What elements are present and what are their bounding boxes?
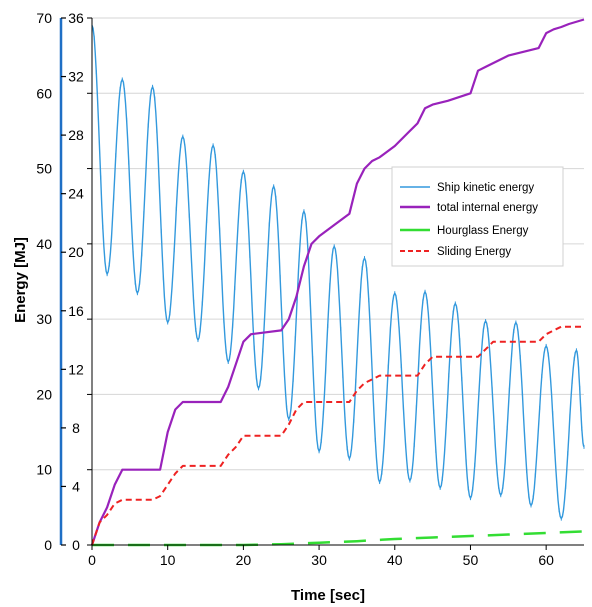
x-tick-label-10: 10: [160, 552, 176, 568]
legend: Ship kinetic energy total internal energ…: [391, 166, 564, 267]
legend-label-ship-kinetic: Ship kinetic energy: [437, 182, 534, 194]
y2-tick-label-28: 28: [68, 127, 84, 143]
legend-item-sliding: Sliding Energy: [400, 246, 511, 258]
axes-layer: [59, 18, 584, 546]
series-markers-ship-kinetic-energy: [91, 23, 585, 521]
legend-box: [391, 166, 564, 267]
legend-item-ship-kinetic: Ship kinetic energy: [400, 182, 534, 194]
x-tick-label-0: 0: [88, 552, 96, 568]
x-tick-label-30: 30: [311, 552, 327, 568]
y2-tick-label-12: 12: [68, 361, 84, 377]
y2-tick-label-36: 36: [68, 10, 84, 26]
y-axis-title: Energy [MJ]: [12, 237, 29, 323]
series-layer: [90, 18, 585, 547]
y-tick-label-20: 20: [36, 386, 52, 402]
y-tick-label-60: 60: [36, 85, 52, 101]
y-tick-label-30: 30: [36, 311, 52, 327]
series-line-ship-kinetic-energy: [91, 25, 585, 520]
y2-tick-label-16: 16: [68, 303, 84, 319]
y2-tick-label-32: 32: [68, 69, 84, 85]
legend-label-sliding: Sliding Energy: [437, 246, 511, 258]
y-tick-label-50: 50: [36, 161, 52, 177]
x-axis-title: Time [sec]: [291, 587, 365, 604]
legend-label-internal: total internal energy: [437, 202, 538, 214]
legend-item-hourglass: Hourglass Energy: [400, 225, 529, 237]
y2-tick-label-0: 0: [72, 537, 80, 553]
x-tick-label-60: 60: [538, 552, 554, 568]
series-line-sliding-energy: [91, 325, 584, 546]
y2-tick-label-24: 24: [68, 186, 84, 202]
y-tick-label-0: 0: [44, 537, 52, 553]
tick-layer: 0 10 20 30 40 50 60 70 0 4 8 12 16 20 24 28 32 36 0 10 20 30 4…: [36, 10, 554, 568]
x-tick-label-20: 20: [236, 552, 252, 568]
y-tick-label-40: 40: [36, 236, 52, 252]
legend-label-hourglass: Hourglass Energy: [437, 225, 529, 237]
y-tick-label-10: 10: [36, 462, 52, 478]
legend-item-internal: total internal energy: [400, 202, 538, 214]
y2-tick-label-4: 4: [72, 478, 80, 494]
series-line-total-internal-energy: [90, 18, 585, 546]
x-tick-label-50: 50: [463, 552, 479, 568]
y2-tick-label-20: 20: [68, 244, 84, 260]
x-tick-label-40: 40: [387, 552, 403, 568]
y2-tick-label-8: 8: [72, 420, 80, 436]
y-tick-label-70: 70: [36, 10, 52, 26]
